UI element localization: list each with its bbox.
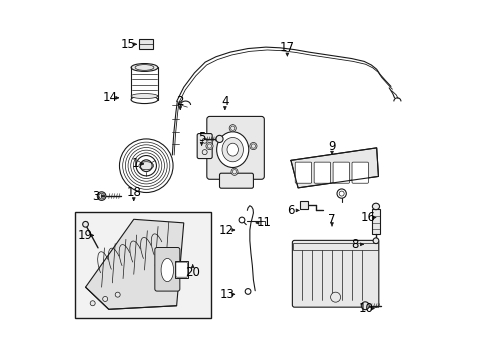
Text: 2: 2 bbox=[176, 95, 183, 108]
Bar bbox=[75, 212, 210, 318]
Circle shape bbox=[330, 292, 340, 302]
Polygon shape bbox=[290, 148, 378, 188]
Circle shape bbox=[372, 238, 378, 244]
Circle shape bbox=[140, 160, 152, 172]
Circle shape bbox=[230, 168, 238, 175]
Circle shape bbox=[115, 292, 120, 297]
Text: 11: 11 bbox=[256, 216, 271, 229]
Bar bbox=[299, 201, 307, 208]
Text: 4: 4 bbox=[221, 95, 228, 108]
Ellipse shape bbox=[222, 138, 243, 162]
Text: 19: 19 bbox=[78, 229, 93, 242]
Circle shape bbox=[361, 302, 368, 310]
Text: 8: 8 bbox=[351, 238, 358, 251]
Text: 18: 18 bbox=[126, 186, 141, 199]
Circle shape bbox=[216, 135, 223, 143]
FancyBboxPatch shape bbox=[292, 240, 378, 307]
Bar bbox=[372, 209, 379, 234]
Text: 3: 3 bbox=[92, 190, 100, 203]
Ellipse shape bbox=[226, 143, 238, 156]
Text: 7: 7 bbox=[327, 213, 335, 226]
FancyBboxPatch shape bbox=[197, 134, 212, 158]
Circle shape bbox=[229, 125, 236, 132]
Bar bbox=[175, 261, 188, 278]
FancyBboxPatch shape bbox=[206, 116, 264, 179]
Circle shape bbox=[82, 221, 88, 227]
Circle shape bbox=[249, 143, 257, 150]
FancyBboxPatch shape bbox=[351, 162, 367, 183]
Text: 13: 13 bbox=[219, 288, 234, 301]
Text: 15: 15 bbox=[121, 38, 136, 51]
FancyBboxPatch shape bbox=[313, 162, 330, 183]
FancyBboxPatch shape bbox=[155, 248, 180, 291]
Text: 10: 10 bbox=[358, 302, 373, 315]
Circle shape bbox=[202, 138, 207, 143]
Text: 17: 17 bbox=[279, 41, 294, 54]
FancyBboxPatch shape bbox=[219, 173, 253, 188]
Text: 9: 9 bbox=[327, 140, 335, 153]
Circle shape bbox=[202, 150, 207, 155]
Circle shape bbox=[244, 289, 250, 294]
Ellipse shape bbox=[161, 258, 173, 282]
Polygon shape bbox=[85, 219, 183, 309]
Text: 16: 16 bbox=[360, 211, 374, 224]
Bar bbox=[139, 39, 153, 49]
Circle shape bbox=[97, 192, 106, 201]
Ellipse shape bbox=[216, 132, 248, 167]
FancyBboxPatch shape bbox=[332, 162, 349, 183]
Ellipse shape bbox=[131, 64, 158, 71]
Circle shape bbox=[239, 217, 244, 223]
Circle shape bbox=[102, 296, 107, 301]
Text: 20: 20 bbox=[185, 266, 200, 279]
Text: 6: 6 bbox=[286, 204, 294, 217]
Circle shape bbox=[336, 189, 346, 198]
Ellipse shape bbox=[372, 203, 379, 210]
Text: 12: 12 bbox=[219, 224, 234, 237]
Text: 14: 14 bbox=[103, 91, 118, 104]
Ellipse shape bbox=[135, 64, 154, 70]
FancyBboxPatch shape bbox=[295, 162, 311, 183]
Ellipse shape bbox=[131, 94, 158, 99]
Circle shape bbox=[205, 143, 213, 150]
Bar bbox=[292, 243, 378, 250]
Ellipse shape bbox=[131, 96, 158, 104]
FancyBboxPatch shape bbox=[176, 262, 187, 277]
Text: 5: 5 bbox=[198, 131, 205, 144]
Text: 1: 1 bbox=[132, 157, 139, 170]
Circle shape bbox=[90, 301, 95, 306]
